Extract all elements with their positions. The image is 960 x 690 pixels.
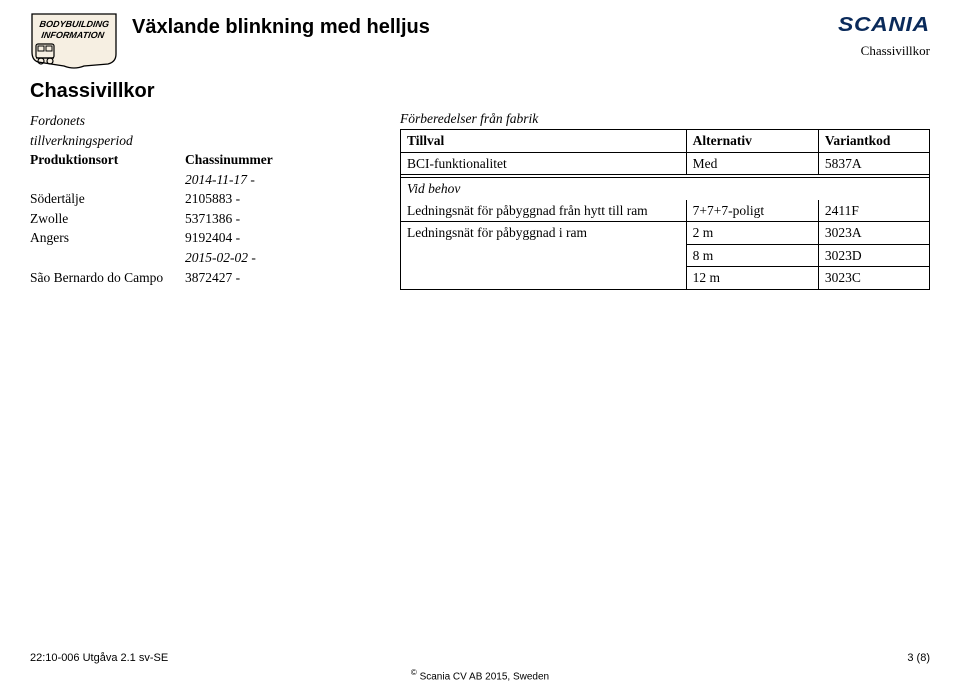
footer: 22:10-006 Utgåva 2.1 sv-SE 3 (8)	[30, 652, 930, 664]
table-row: Vid behov	[401, 178, 930, 200]
chassis-value: 3872427 -	[185, 268, 360, 288]
page: BODYBUILDING INFORMATION Växlande blinkn…	[0, 0, 960, 690]
left-header-v: Chassinummer	[185, 150, 360, 170]
site-label: Södertälje	[30, 189, 185, 209]
cell: 7+7+7-poligt	[686, 200, 818, 222]
chassis-value: 5371386 -	[185, 209, 360, 229]
svg-text:BODYBUILDING: BODYBUILDING	[39, 19, 110, 29]
col-alternativ: Alternativ	[686, 130, 818, 153]
left-column: Fordonets tillverkningsperiod Produktion…	[30, 111, 360, 287]
cell: Ledningsnät för påbyggnad i ram	[401, 222, 687, 290]
cell: 3023D	[818, 244, 929, 267]
header-right: SCANIA Chassivillkor	[850, 12, 930, 59]
copyright-icon: ©	[411, 668, 417, 677]
title-block: Växlande blinkning med helljus	[132, 12, 430, 39]
table-header-row: Tillval Alternativ Variantkod	[401, 130, 930, 153]
left-header-k: Produktionsort	[30, 150, 185, 170]
table-row: Ledningsnät för påbyggnad från hytt till…	[401, 200, 930, 222]
options-table: Tillval Alternativ Variantkod BCI-funkti…	[400, 129, 930, 290]
cell: BCI-funktionalitet	[401, 152, 687, 175]
cell: 2411F	[818, 200, 929, 222]
footer-center: © Scania CV AB 2015, Sweden	[0, 668, 960, 682]
header: BODYBUILDING INFORMATION Växlande blinkn…	[30, 12, 930, 70]
content: Fordonets tillverkningsperiod Produktion…	[30, 111, 930, 290]
cell: 12 m	[686, 267, 818, 290]
period-value-2: 2015-02-02 -	[185, 248, 360, 268]
bodybuilding-info-logo: BODYBUILDING INFORMATION	[30, 12, 118, 70]
cell: 3023C	[818, 267, 929, 290]
cell: 3023A	[818, 222, 929, 245]
right-column: Förberedelser från fabrik Tillval Altern…	[400, 111, 930, 290]
cell: Med	[686, 152, 818, 175]
header-left: BODYBUILDING INFORMATION Växlande blinkn…	[30, 12, 430, 70]
section-title: Chassivillkor	[30, 80, 930, 103]
period-label: Fordonets tillverkningsperiod	[30, 111, 185, 150]
truck-logo-icon: BODYBUILDING INFORMATION	[30, 12, 118, 70]
document-title: Växlande blinkning med helljus	[132, 16, 430, 39]
site-label: São Bernardo do Campo	[30, 268, 185, 288]
period-value-1: 2014-11-17 -	[185, 170, 360, 190]
col-tillval: Tillval	[401, 130, 687, 153]
prep-label: Förberedelser från fabrik	[400, 111, 930, 127]
site-label: Angers	[30, 228, 185, 248]
footer-right: 3 (8)	[907, 652, 930, 664]
site-label: Zwolle	[30, 209, 185, 229]
table-row: Ledningsnät för påbyggnad i ram 2 m 3023…	[401, 222, 930, 245]
brand-wordmark: SCANIA	[838, 14, 930, 37]
vid-behov: Vid behov	[401, 178, 930, 200]
chassis-value: 9192404 -	[185, 228, 360, 248]
cell: Ledningsnät för påbyggnad från hytt till…	[401, 200, 687, 222]
footer-center-text: Scania CV AB 2015, Sweden	[420, 671, 550, 682]
cell: 8 m	[686, 244, 818, 267]
svg-text:INFORMATION: INFORMATION	[41, 30, 106, 40]
footer-left: 22:10-006 Utgåva 2.1 sv-SE	[30, 652, 168, 664]
table-row: BCI-funktionalitet Med 5837A	[401, 152, 930, 175]
cell: 5837A	[818, 152, 929, 175]
cell: 2 m	[686, 222, 818, 245]
col-variantkod: Variantkod	[818, 130, 929, 153]
chassis-value: 2105883 -	[185, 189, 360, 209]
header-subtitle: Chassivillkor	[850, 43, 930, 59]
